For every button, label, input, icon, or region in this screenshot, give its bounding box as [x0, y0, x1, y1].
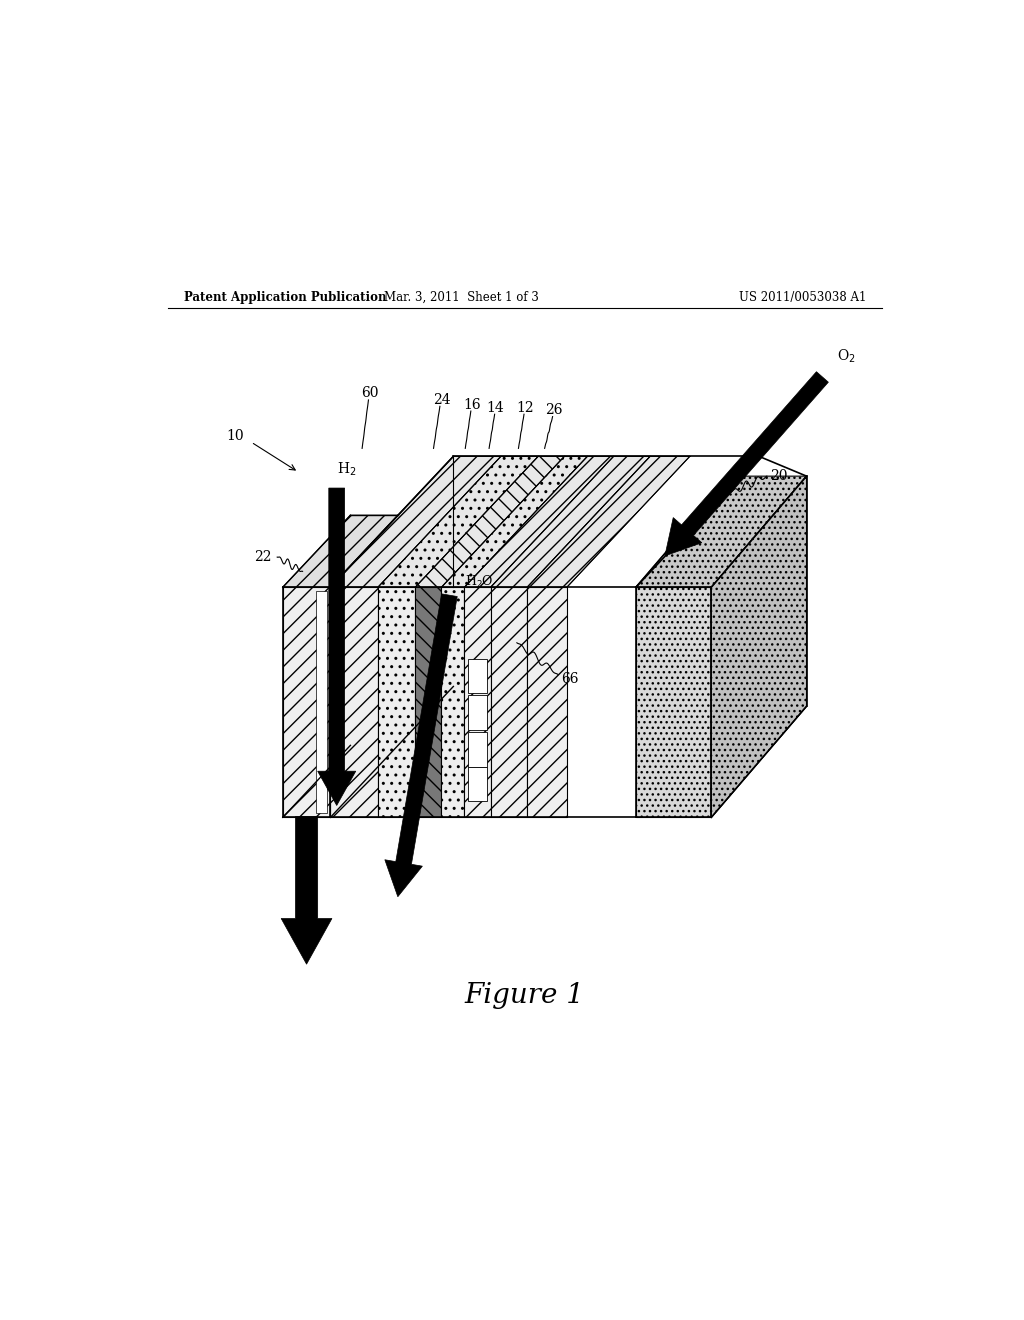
Text: 26: 26: [546, 404, 563, 417]
Text: 24: 24: [433, 393, 451, 407]
Polygon shape: [527, 457, 690, 587]
Polygon shape: [441, 587, 465, 817]
Polygon shape: [283, 587, 331, 817]
Polygon shape: [378, 457, 539, 587]
Text: Figure 1: Figure 1: [465, 982, 585, 1010]
Text: 22: 22: [254, 550, 271, 564]
Polygon shape: [378, 587, 416, 817]
Polygon shape: [636, 587, 712, 817]
Text: 16: 16: [463, 397, 480, 412]
Polygon shape: [317, 488, 355, 805]
Text: O$_2$: O$_2$: [837, 347, 856, 366]
Text: 66: 66: [561, 672, 579, 685]
Text: 20: 20: [770, 469, 787, 483]
Polygon shape: [468, 659, 486, 693]
Text: Mar. 3, 2011  Sheet 1 of 3: Mar. 3, 2011 Sheet 1 of 3: [384, 292, 539, 304]
Polygon shape: [283, 515, 398, 587]
Text: US 2011/0053038 A1: US 2011/0053038 A1: [738, 292, 866, 304]
Polygon shape: [385, 594, 458, 896]
Polygon shape: [465, 587, 490, 817]
Polygon shape: [636, 477, 807, 587]
Polygon shape: [468, 696, 486, 730]
Polygon shape: [331, 457, 501, 587]
Polygon shape: [282, 817, 332, 964]
Text: H$_2$O: H$_2$O: [465, 573, 494, 590]
Polygon shape: [416, 457, 564, 587]
Polygon shape: [490, 457, 650, 587]
Text: Patent Application Publication: Patent Application Publication: [183, 292, 386, 304]
Polygon shape: [465, 457, 613, 587]
Text: 14: 14: [486, 401, 504, 414]
Text: 60: 60: [361, 385, 379, 400]
Polygon shape: [712, 477, 807, 817]
Text: 12: 12: [516, 401, 534, 414]
Polygon shape: [416, 587, 441, 817]
Polygon shape: [665, 372, 828, 556]
Polygon shape: [468, 733, 486, 767]
Polygon shape: [316, 591, 328, 813]
Polygon shape: [527, 587, 567, 817]
Text: 10: 10: [226, 429, 244, 444]
Polygon shape: [331, 587, 378, 817]
Text: H$_2$: H$_2$: [337, 461, 356, 478]
Polygon shape: [441, 457, 588, 587]
Polygon shape: [712, 477, 807, 817]
Polygon shape: [490, 587, 527, 817]
Polygon shape: [468, 767, 486, 801]
